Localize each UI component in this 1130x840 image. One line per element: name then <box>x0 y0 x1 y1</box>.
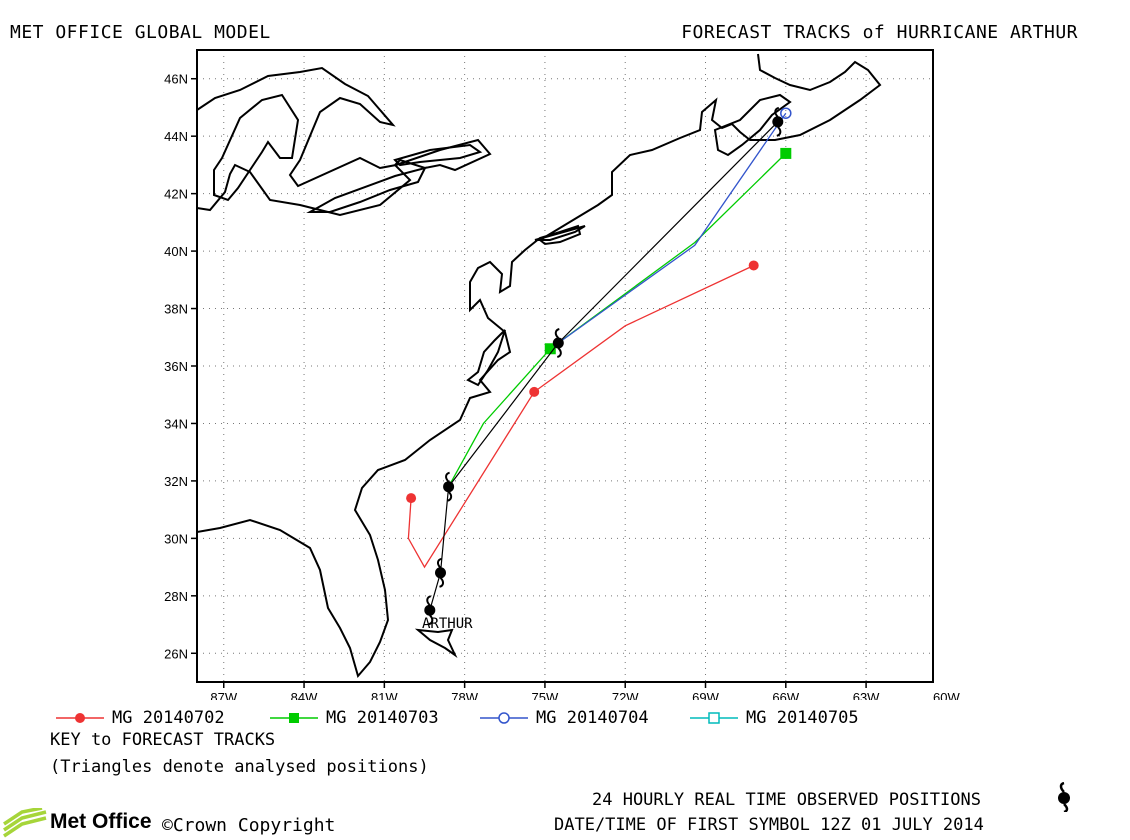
latitude-labels: 46N 44N 42N 40N 38N 36N 34N 32N 30N 28N 26N <box>164 72 188 662</box>
lat-label: 28N <box>164 589 188 604</box>
us-east-coast <box>197 66 492 217</box>
lat-label: 34N <box>164 416 188 431</box>
observed-positions <box>424 106 784 626</box>
track-marker <box>544 343 556 355</box>
track-marker <box>748 260 759 271</box>
atlantic-coastline <box>197 53 882 679</box>
hurricane-symbol-arm <box>428 614 434 626</box>
cyan-open-square-marker-icon <box>690 712 738 724</box>
map-frame <box>196 49 934 683</box>
lon-label: 84W <box>291 690 318 700</box>
track-marker <box>780 147 792 159</box>
coastlines <box>197 53 882 679</box>
hurricane-symbol-icon <box>1058 782 1070 812</box>
track-line <box>448 152 787 488</box>
hurricane-symbol-core <box>552 337 564 349</box>
hurricane-symbol-core <box>772 116 784 128</box>
track-line <box>557 112 787 344</box>
met-office-logo-icon <box>3 808 47 838</box>
observed-note: 24 HOURLY REAL TIME OBSERVED POSITIONS <box>592 790 981 810</box>
lon-label: 63W <box>853 690 880 700</box>
red-circle-marker-icon <box>56 713 104 723</box>
key-title: KEY to FORECAST TRACKS <box>50 730 276 750</box>
lon-label: 69W <box>692 690 719 700</box>
lat-label: 30N <box>164 531 188 546</box>
lon-label: 87W <box>210 690 237 700</box>
model-title: MET OFFICE GLOBAL MODEL <box>10 22 271 43</box>
lat-label: 42N <box>164 187 188 202</box>
lat-label: 36N <box>164 359 188 374</box>
forecast-tracks <box>406 107 792 569</box>
chart-title: FORECAST TRACKS of HURRICANE ARTHUR <box>681 22 1078 43</box>
longitude-labels: 87W 84W 81W 78W 75W 72W 69W 66W 63W 60W <box>210 690 960 700</box>
lat-lon-grid <box>191 50 933 688</box>
lat-label: 46N <box>164 72 188 87</box>
lon-label: 72W <box>612 690 639 700</box>
hurricane-symbol-arm <box>774 106 780 118</box>
legend-label: MG 20140703 <box>326 708 439 728</box>
blue-open-circle-marker-icon <box>480 712 528 724</box>
hurricane-symbol-icon <box>552 328 564 358</box>
hurricane-symbol-core <box>424 604 436 616</box>
cape-hatteras <box>466 329 506 387</box>
lon-label: 81W <box>371 690 398 700</box>
lake-erie <box>306 166 427 213</box>
hurricane-symbol-core <box>435 567 446 579</box>
lake-ontario <box>393 143 483 167</box>
first-symbol-time: DATE/TIME OF FIRST SYMBOL 12Z 01 JULY 20… <box>554 815 984 835</box>
lon-label: 78W <box>451 690 478 700</box>
long-island <box>534 225 586 241</box>
hurricane-symbol-arm <box>439 577 444 588</box>
hurricane-symbol-core <box>443 481 455 493</box>
lon-label: 66W <box>772 690 799 700</box>
logo-text: Met Office <box>50 810 152 833</box>
copyright-text: ©Crown Copyright <box>162 815 336 836</box>
legend-label: MG 20140705 <box>746 708 859 728</box>
hurricane-symbol-icon <box>443 471 455 502</box>
track-marker <box>780 107 792 119</box>
nova-scotia <box>713 93 792 157</box>
hurricane-symbol-arm <box>556 347 562 358</box>
lat-label: 38N <box>164 302 188 317</box>
hurricane-symbol-icon <box>435 557 446 588</box>
legend-label: MG 20140704 <box>536 708 649 728</box>
lat-label: 26N <box>164 646 188 661</box>
track-marker <box>529 386 540 397</box>
lat-label: 32N <box>164 474 188 489</box>
lon-label: 75W <box>532 690 559 700</box>
hurricane-symbol-icon <box>772 106 784 137</box>
lon-label: 60W <box>933 690 960 700</box>
track-line <box>407 264 754 569</box>
hurricane-symbol-arm <box>437 557 442 569</box>
legend-label: MG 20140702 <box>112 708 225 728</box>
key-note: (Triangles denote analysed positions) <box>50 757 429 777</box>
lat-label: 40N <box>164 244 188 259</box>
lake-michigan <box>213 93 300 202</box>
hurricane-symbol-icon <box>424 595 436 626</box>
track-marker <box>406 493 417 504</box>
hurricane-symbol-arm <box>776 126 782 137</box>
hurricane-symbol-arm <box>445 471 450 483</box>
hurricane-symbol-arm <box>447 490 453 502</box>
forecast-track-map: 46N 44N 42N 40N 38N 36N 34N 32N 30N 28N 26N 87W 84W… <box>164 49 960 700</box>
storm-name-label: ARTHUR <box>422 616 473 632</box>
hurricane-symbol-arm <box>554 328 560 339</box>
hurricane-symbol-arm <box>426 595 432 606</box>
green-square-marker-icon <box>270 713 318 723</box>
bahamas <box>414 628 458 658</box>
lat-label: 44N <box>164 129 188 144</box>
